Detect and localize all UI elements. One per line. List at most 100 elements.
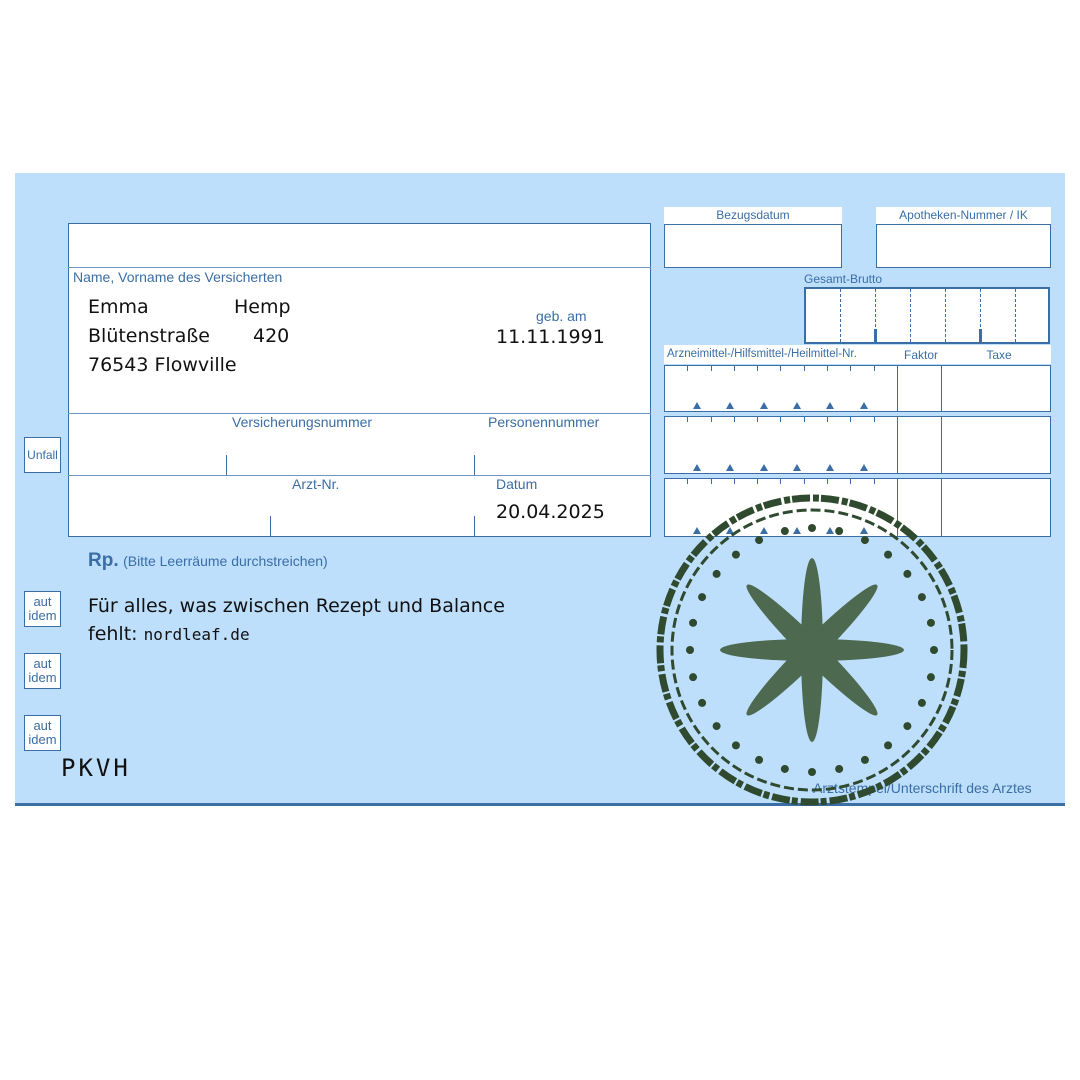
aut-idem-text: aut xyxy=(33,594,52,609)
triangle-marker xyxy=(726,402,734,409)
aut-idem-text: aut xyxy=(33,718,52,733)
triangle-marker xyxy=(860,464,868,471)
triangle-marker xyxy=(793,402,801,409)
stamp-dot xyxy=(780,764,789,773)
tick xyxy=(757,478,758,484)
tick xyxy=(711,365,712,371)
patient-last-name[interactable]: Hemp xyxy=(234,296,291,318)
tick xyxy=(874,365,875,371)
date-label: Datum xyxy=(496,476,538,492)
stamp-dot xyxy=(884,550,893,559)
tick xyxy=(780,365,781,371)
triangle-marker xyxy=(860,527,868,534)
stamp-dot xyxy=(860,536,869,545)
tick xyxy=(850,416,851,422)
aut-idem-text: aut xyxy=(33,656,52,671)
stamp-dot xyxy=(780,527,789,536)
tick xyxy=(734,365,735,371)
apotheken-header xyxy=(876,207,1051,224)
stamp-dot xyxy=(860,755,869,764)
aut-idem-text: idem xyxy=(28,608,57,623)
triangle-marker xyxy=(860,402,868,409)
triangle-marker xyxy=(760,464,768,471)
divider xyxy=(68,267,651,268)
divider xyxy=(840,289,841,342)
bezugsdatum-header xyxy=(664,207,842,224)
apotheken-field[interactable] xyxy=(876,224,1051,268)
aut-idem-text: idem xyxy=(28,670,57,685)
tick xyxy=(874,478,875,484)
patient-name-label: Name, Vorname des Versicherten xyxy=(73,269,283,285)
faktor-label: Faktor xyxy=(903,348,938,362)
dob-value[interactable]: 11.11.1991 xyxy=(496,326,605,348)
triangle-marker xyxy=(726,527,734,534)
triangle-marker xyxy=(793,464,801,471)
tick xyxy=(687,365,688,371)
person-number-label: Personennummer xyxy=(488,414,600,430)
triangle-marker xyxy=(693,464,701,471)
patient-first-name[interactable]: Emma xyxy=(88,296,149,318)
stamp-dot xyxy=(712,569,721,578)
tick xyxy=(780,478,781,484)
divider xyxy=(941,365,942,412)
gesamt-brutto-label: Gesamt-Brutto xyxy=(804,272,883,286)
medication-row xyxy=(664,416,1051,474)
stamp-dot xyxy=(808,768,816,776)
tick xyxy=(850,478,851,484)
triangle-marker xyxy=(693,527,701,534)
stamp-dot xyxy=(689,673,698,682)
stamp-dot xyxy=(686,646,694,654)
triangle-marker xyxy=(793,527,801,534)
tick xyxy=(804,416,805,422)
patient-box xyxy=(68,223,651,537)
tick xyxy=(711,478,712,484)
tick xyxy=(270,516,271,536)
patient-street[interactable]: Blütenstraße xyxy=(88,325,210,347)
aut-idem-checkbox-3[interactable]: aut idem xyxy=(24,715,61,751)
stamp-dot xyxy=(755,536,764,545)
tick xyxy=(757,365,758,371)
divider xyxy=(945,289,946,342)
triangle-marker xyxy=(760,402,768,409)
stamp-dot xyxy=(884,741,893,750)
divider xyxy=(68,413,651,414)
rp-label: Rp. xyxy=(88,550,119,571)
bezugsdatum-label: Bezugsdatum xyxy=(716,208,790,222)
divider xyxy=(897,416,898,474)
stamp-dot xyxy=(731,550,740,559)
stamp-dot xyxy=(808,524,816,532)
tick xyxy=(804,478,805,484)
divider xyxy=(875,289,876,342)
aut-idem-checkbox-2[interactable]: aut idem xyxy=(24,653,61,689)
unfall-checkbox[interactable]: Unfall xyxy=(24,437,61,473)
patient-house-number[interactable]: 420 xyxy=(253,325,290,347)
prescription-url[interactable]: nordleaf.de xyxy=(143,625,250,644)
patient-city[interactable]: 76543 Flowville xyxy=(88,354,237,376)
bezugsdatum-field[interactable] xyxy=(664,224,842,268)
apotheken-label: Apotheken-Nummer / IK xyxy=(899,208,1028,222)
marker xyxy=(979,329,982,342)
tick xyxy=(474,516,475,536)
gesamt-brutto-field[interactable] xyxy=(804,287,1050,344)
stamp-dot xyxy=(698,593,707,602)
stamp-dot xyxy=(917,593,926,602)
insurance-number-label: Versicherungsnummer xyxy=(232,414,373,430)
stamp-dot xyxy=(731,741,740,750)
aut-idem-checkbox-1[interactable]: aut idem xyxy=(24,591,61,627)
marker xyxy=(874,329,877,342)
triangle-marker xyxy=(826,402,834,409)
stamp-dot xyxy=(689,618,698,627)
date-value[interactable]: 20.04.2025 xyxy=(496,501,605,523)
stamp-dot xyxy=(903,569,912,578)
divider xyxy=(897,365,898,412)
prescription-line-1: Für alles, was zwischen Rezept und Balan… xyxy=(88,595,505,617)
divider xyxy=(1015,289,1016,342)
stamp-dot xyxy=(835,764,844,773)
triangle-marker xyxy=(726,464,734,471)
tick xyxy=(827,416,828,422)
prescription-prefix: fehlt: xyxy=(88,623,138,645)
medication-row xyxy=(664,365,1051,412)
tick xyxy=(687,478,688,484)
divider xyxy=(980,289,981,342)
tick xyxy=(711,416,712,422)
